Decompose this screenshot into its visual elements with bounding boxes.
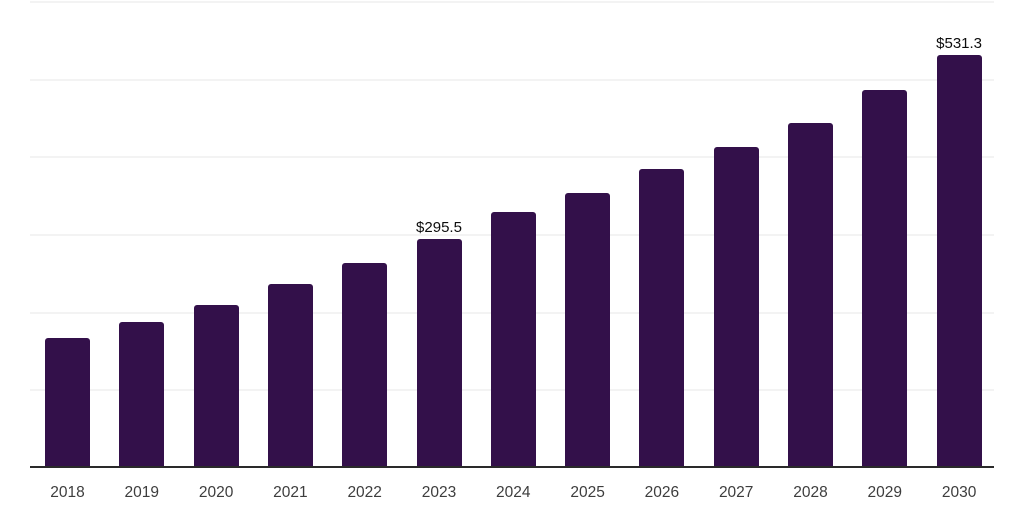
bar-2024 [490, 211, 536, 468]
x-tick-2020: 2020 [198, 484, 234, 501]
x-axis-tick-labels: 2018 2019 2020 2021 2022 2023 2024 2025 2026 2027… [30, 483, 994, 505]
data-label-2023: $295.5 [416, 218, 462, 236]
bar-2028 [788, 123, 833, 468]
x-tick-2022: 2022 [347, 484, 382, 501]
bar-2018 [45, 338, 90, 468]
gridline-400 [30, 156, 994, 159]
x-tick-2027: 2027 [718, 484, 754, 501]
bar-2029 [862, 89, 908, 468]
x-tick-2029: 2029 [867, 484, 903, 501]
bar-2019 [119, 322, 165, 468]
bar-2030 [936, 55, 982, 468]
bar-2025 [565, 193, 611, 468]
plot-area: $295.5 $531.3 [30, 1, 994, 468]
bar-2021 [267, 283, 313, 468]
x-tick-2026: 2026 [644, 484, 680, 501]
gridline-500 [30, 78, 994, 81]
bar-2027 [713, 147, 759, 468]
x-tick-2030: 2030 [941, 484, 977, 501]
data-label-2030: $531.3 [936, 35, 983, 53]
x-tick-2023: 2023 [421, 484, 457, 501]
x-tick-2025: 2025 [570, 484, 605, 501]
x-tick-2028: 2028 [793, 484, 828, 501]
x-tick-2019: 2019 [124, 484, 160, 501]
x-tick-2024: 2024 [496, 484, 531, 501]
x-tick-2021: 2021 [273, 484, 308, 501]
bar-2022 [342, 262, 388, 468]
x-tick-2018: 2018 [50, 484, 85, 501]
x-axis-line [30, 466, 994, 468]
bar-2026 [639, 168, 685, 468]
bar-2023 [416, 238, 462, 468]
bar-2020 [193, 304, 239, 468]
gridline-600 [30, 1, 994, 3]
